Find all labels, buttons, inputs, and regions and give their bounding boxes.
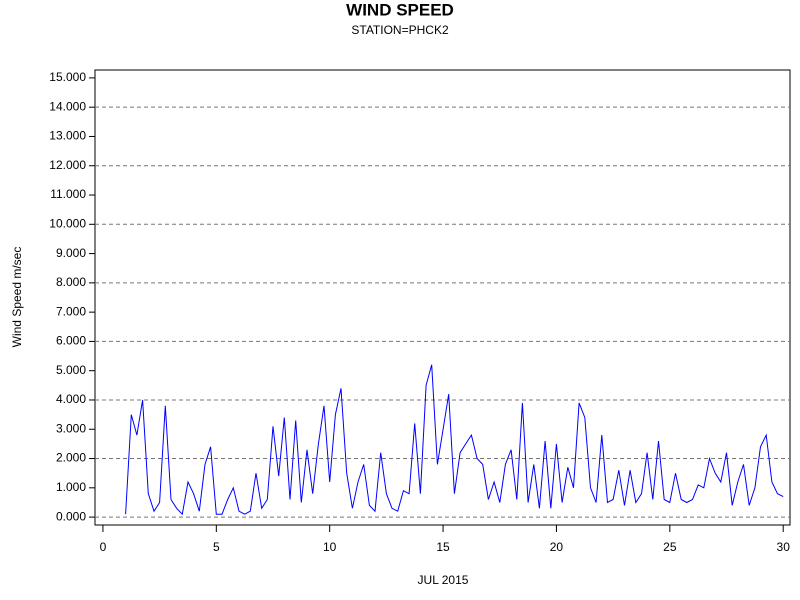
x-tick-label: 0 — [100, 540, 107, 554]
x-tick-label: 15 — [436, 540, 450, 554]
y-tick-label: 8.000 — [56, 275, 86, 289]
y-tick-label: 3.000 — [56, 421, 86, 435]
y-tick-label: 10.000 — [49, 216, 86, 230]
chart-subtitle: STATION=PHCK2 — [351, 23, 449, 37]
x-tick-label: 25 — [663, 540, 677, 554]
plot-frame — [94, 69, 791, 526]
y-tick-label: 13.000 — [49, 129, 86, 143]
y-tick-label: 7.000 — [56, 304, 86, 318]
x-tick-label: 10 — [323, 540, 337, 554]
x-tick-label: 5 — [213, 540, 220, 554]
y-tick-label: 15.000 — [49, 70, 86, 84]
data-line — [125, 364, 784, 516]
y-tick-label: 6.000 — [56, 334, 86, 348]
y-tick-label: 11.000 — [50, 187, 86, 201]
y-tick-label: 4.000 — [56, 392, 86, 406]
x-axis-label: JUL 2015 — [418, 573, 469, 587]
y-tick-label: 14.000 — [49, 99, 86, 113]
y-tick-label: 1.000 — [56, 480, 86, 494]
y-axis-label: Wind Speed m/sec — [10, 247, 24, 348]
chart-title: WIND SPEED — [346, 0, 454, 19]
x-tick-label: 20 — [550, 540, 564, 554]
x-tick-label: 30 — [777, 540, 791, 554]
y-tick-label: 5.000 — [56, 363, 86, 377]
y-tick-label: 12.000 — [49, 158, 86, 172]
y-tick-label: 0.000 — [56, 509, 86, 523]
y-tick-label: 2.000 — [56, 451, 86, 465]
y-tick-label: 9.000 — [56, 246, 86, 260]
